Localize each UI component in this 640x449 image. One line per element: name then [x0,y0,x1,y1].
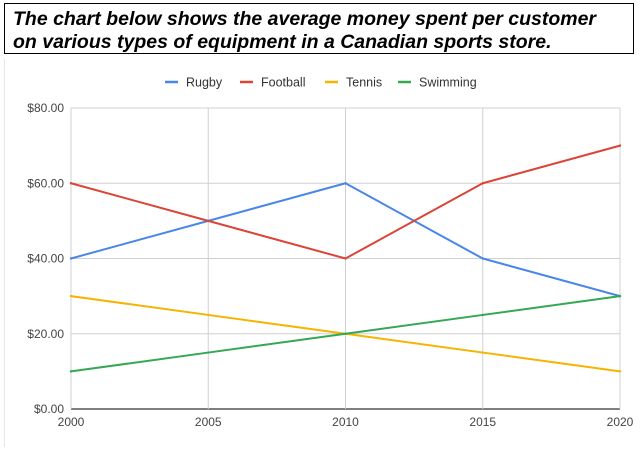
x-tick-label: 2015 [469,415,496,429]
x-tick-label: 2005 [195,415,222,429]
data-point-swimming [481,313,484,317]
data-point-football [481,182,484,185]
x-tick-label: 2010 [332,415,359,429]
data-point-rugby [481,257,484,260]
data-point-swimming [618,294,622,298]
data-point-rugby [69,257,73,260]
y-tick-label: $0.00 [34,402,64,416]
chart-frame [4,58,636,447]
data-point-tennis [69,294,73,298]
legend-label-football: Football [261,76,305,90]
data-point-swimming [344,332,347,335]
chart-title-line-2: on various types of equipment in a Canad… [13,31,552,53]
legend-label-rugby: Rugby [186,76,223,90]
series-lines [69,144,622,373]
legend-label-swimming: Swimming [419,76,477,90]
x-tick-label: 2000 [58,415,85,429]
data-point-tennis [618,370,622,373]
data-point-football [344,257,347,260]
y-tick-label: $20.00 [27,327,64,341]
chart-title-line-1: The chart below shows the average money … [13,8,597,30]
legend: Rugby Football Tennis Swimming [165,76,477,90]
chart-title: The chart below shows the average money … [4,3,634,54]
y-tick-label: $40.00 [27,252,64,266]
y-axis-ticks: $0.00 $20.00 $40.00 $60.00 $80.00 [27,101,64,416]
data-point-tennis [207,313,210,317]
data-point-swimming [69,370,73,373]
data-point-football [69,182,73,185]
data-point-rugby [344,182,347,185]
x-axis-ticks: 2000 2005 2010 2015 2020 [58,415,634,429]
y-tick-label: $80.00 [27,101,64,115]
data-point-swimming [207,351,210,354]
data-point-football [207,219,210,223]
y-tick-label: $60.00 [27,176,64,190]
data-point-football [618,144,622,147]
data-point-tennis [481,351,484,354]
legend-label-tennis: Tennis [346,76,382,90]
x-tick-label: 2020 [607,415,634,429]
